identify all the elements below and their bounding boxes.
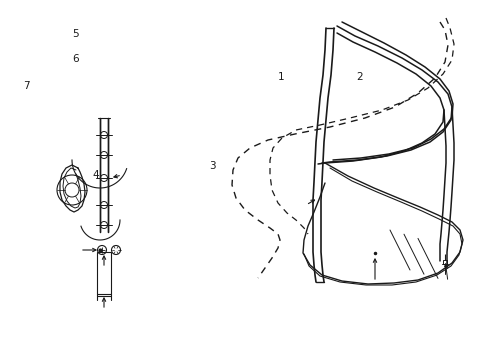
Text: 2: 2	[355, 72, 362, 82]
Bar	[97, 252, 111, 294]
Text: 6: 6	[72, 54, 79, 64]
Text: 5: 5	[72, 29, 79, 39]
Text: 3: 3	[209, 161, 216, 171]
Text: 4: 4	[92, 170, 99, 180]
Text: 1: 1	[277, 72, 284, 82]
Text: 7: 7	[23, 81, 30, 91]
